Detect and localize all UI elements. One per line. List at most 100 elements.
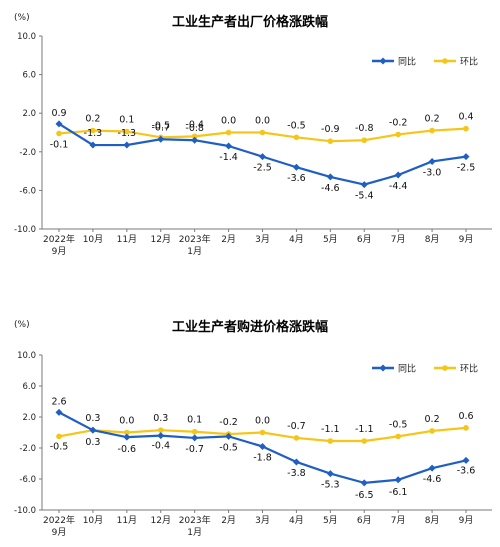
ppi-point-mom — [90, 127, 96, 134]
ppi-point-mom — [259, 129, 266, 136]
x-tick-label: 12月 — [151, 515, 171, 526]
chart-title: 工业生产者出厂价格涨跌幅 — [172, 14, 328, 30]
ppi-data-label-yoy: -1.3 — [118, 128, 137, 139]
ppi-point-yoy — [157, 135, 165, 143]
purchase-point-mom — [157, 427, 164, 433]
purchase-point-mom — [293, 435, 300, 441]
y-tick-label: -2.0 — [19, 444, 36, 454]
purchase-data-label-yoy: -6.1 — [389, 487, 408, 498]
purchase-data-label-mom: -0.7 — [287, 421, 306, 432]
purchase-data-label-yoy: -3.6 — [457, 465, 476, 476]
purchase-data-label-mom: -1.1 — [321, 424, 340, 435]
ppi-data-label-yoy: -2.5 — [253, 163, 272, 174]
x-tick-label: 2022年 — [43, 233, 75, 245]
purchase-data-label-mom: -0.5 — [50, 441, 69, 452]
x-tick-label: 11月 — [117, 515, 137, 526]
x-tick-label: 7月 — [391, 234, 406, 245]
purchase-point-yoy — [157, 432, 165, 440]
x-tick-label: 12月 — [151, 234, 171, 245]
ppi-data-label-mom: -0.8 — [355, 123, 374, 134]
ppi-data-label-yoy: -0.7 — [151, 122, 170, 133]
ppi-data-label-yoy: -5.4 — [355, 191, 374, 202]
y-axis-unit-label: (%) — [14, 13, 30, 23]
ppi-data-label-mom: -0.5 — [287, 120, 306, 131]
legend-label: 环比 — [460, 363, 478, 375]
y-tick-label: 2.0 — [22, 413, 36, 423]
ppi-data-label-yoy: -3.6 — [287, 173, 306, 184]
purchase-point-mom — [124, 429, 130, 436]
x-tick-label: 8月 — [425, 234, 440, 245]
purchase-point-mom — [327, 438, 334, 444]
purchase-data-label-yoy: -0.6 — [118, 444, 137, 455]
purchase-data-label-yoy: -0.5 — [219, 442, 238, 453]
legend-entry-mom: 环比 — [434, 363, 478, 375]
x-tick-label: 10月 — [83, 515, 103, 526]
ppi-point-yoy — [191, 136, 199, 144]
ppi-point-mom — [395, 131, 401, 138]
ppi-point-mom — [56, 130, 62, 137]
x-tick-label: 11月 — [117, 234, 137, 245]
y-tick-label: -6.0 — [19, 186, 36, 196]
purchase-point-yoy — [292, 458, 300, 466]
x-tick-label: 6月 — [357, 234, 372, 245]
ppi-data-label-yoy: -0.8 — [185, 123, 204, 134]
line-chart: 工业生产者购进价格涨跌幅 (%) 10.0 6.0 2.0 -2.0 -6.0 -10.0 20… — [14, 319, 492, 538]
purchase-point-yoy — [428, 464, 436, 472]
ppi-point-yoy — [394, 171, 402, 179]
purchase-point-mom — [56, 433, 62, 440]
x-tick-label: 4月 — [289, 515, 304, 526]
purchase-point-mom — [259, 429, 266, 436]
x-tick-label: 2023年 — [179, 514, 211, 526]
ppi-point-mom — [327, 138, 334, 144]
x-tick-label: 7月 — [391, 515, 406, 526]
ppi-data-label-mom: -0.4 — [185, 119, 204, 130]
line-chart: 工业生产者出厂价格涨跌幅 (%) 10.0 6.0 2.0 -2.0 -6.0 -10.0 20… — [14, 13, 492, 257]
purchase-point-mom — [429, 428, 435, 434]
x-tick-label: 2月 — [221, 234, 236, 245]
purchase-data-label-mom: 0.2 — [425, 414, 440, 425]
x-tick-label: 6月 — [357, 515, 372, 526]
ppi-data-label-mom: -0.5 — [151, 120, 170, 131]
purchase-data-label-yoy: -0.7 — [185, 444, 204, 455]
purchase-point-mom — [361, 438, 368, 444]
ppi-data-label-mom: 0.2 — [85, 114, 100, 125]
ppi-data-label-mom: 0.2 — [425, 114, 440, 125]
purchase-data-label-yoy: -5.3 — [321, 480, 340, 491]
ppi-data-label-mom: -0.2 — [389, 117, 408, 128]
ppi-data-label-mom: -0.9 — [321, 124, 340, 135]
x-tick-label: 2月 — [221, 515, 236, 526]
purchase-point-yoy — [360, 479, 368, 487]
purchase-data-label-mom: 0.1 — [187, 415, 202, 426]
purchase-point-yoy — [394, 476, 402, 484]
ppi-point-yoy — [326, 173, 334, 181]
legend-entry-yoy: 同比 — [372, 56, 416, 68]
ppi-point-yoy — [292, 163, 300, 171]
x-tick-label: 3月 — [255, 515, 270, 526]
x-tick-label: 3月 — [255, 234, 270, 245]
purchase-data-label-mom: -1.1 — [355, 424, 374, 435]
purchase-point-yoy — [191, 434, 199, 442]
x-tick-label: 1月 — [187, 527, 202, 538]
ppi-point-yoy — [225, 142, 233, 150]
x-tick-label: 8月 — [425, 515, 440, 526]
ppi-point-mom — [463, 125, 469, 132]
legend-marker — [379, 57, 387, 65]
ppi-point-mom — [429, 127, 435, 134]
ppi-point-mom — [124, 128, 130, 135]
purchase-point-yoy — [89, 426, 97, 434]
ppi-data-label-yoy: -3.0 — [423, 167, 442, 178]
ppi-point-mom — [361, 137, 368, 144]
ppi-data-label-yoy: -2.5 — [457, 163, 476, 174]
x-tick-label: 10月 — [83, 234, 103, 245]
legend-entry-mom: 环比 — [434, 56, 478, 68]
ppi-point-yoy — [462, 153, 470, 161]
ppi-data-label-mom: -0.1 — [50, 139, 69, 150]
ppi-chart-panel: 工业生产者出厂价格涨跌幅 (%) 10.0 6.0 2.0 -2.0 -6.0 -10.0 20… — [0, 0, 500, 272]
x-tick-label: 9月 — [459, 234, 474, 245]
ppi-point-yoy — [428, 157, 436, 165]
purchase-data-label-mom: 0.3 — [153, 413, 168, 424]
x-tick-label: 1月 — [187, 246, 202, 257]
purchase-data-label-yoy: -4.6 — [423, 474, 442, 485]
x-tick-label: 5月 — [323, 515, 338, 526]
legend-marker — [442, 365, 448, 371]
